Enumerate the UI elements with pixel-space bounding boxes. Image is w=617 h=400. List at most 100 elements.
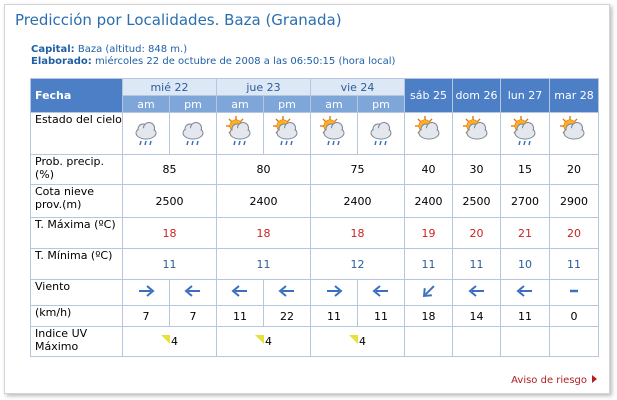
icon <box>372 285 388 297</box>
row-label: T. Máxima (ºC) <box>30 217 123 249</box>
sky-cell <box>263 112 311 155</box>
value-cell: 18 <box>216 217 311 249</box>
value-cell: 40 <box>404 154 453 185</box>
icon <box>560 116 585 140</box>
sky-cell <box>310 112 358 155</box>
value-cell: 11 <box>452 248 501 280</box>
day-cell: jue 23 <box>216 78 311 96</box>
row-label: Prob. precip. (%) <box>30 154 123 185</box>
value-cell: 20 <box>452 217 501 249</box>
value-cell: 18 <box>404 305 453 327</box>
icon <box>135 122 157 146</box>
row: T. Máxima (ºC) 18 18 18 19 20 21 20 <box>30 217 599 249</box>
row: Prob. precip. (%) 85 80 75 40 30 15 20 <box>30 154 599 185</box>
icon <box>349 335 358 344</box>
icon <box>184 285 200 297</box>
icon <box>161 335 170 344</box>
value-cell: 12 <box>310 248 405 280</box>
period-cell: am <box>122 95 170 113</box>
header-row: Fecha mié 22 jue 23 vie 24 sáb 25 dom 26 lun 2… <box>30 78 599 113</box>
icon <box>255 335 264 344</box>
wind-cell <box>310 279 358 306</box>
uv-value: 4 <box>171 335 178 348</box>
title: Predicción por Localidades. Baza (Granad… <box>15 11 342 29</box>
value-cell: 7 <box>122 305 170 327</box>
panel: Predicción por Localidades. Baza (Granad… <box>4 4 610 394</box>
day-cell: sáb 25 <box>404 78 453 113</box>
value-cell: 4 <box>122 326 217 357</box>
wind-cell <box>404 279 453 306</box>
uv-value: 4 <box>359 335 366 348</box>
row-label: Cota nieve prov.(m) <box>30 184 123 218</box>
forecast-table: Fecha mié 22 jue 23 vie 24 sáb 25 dom 26 lun 2… <box>30 78 599 357</box>
value-cell: 10 <box>500 248 550 280</box>
value-cell: 2400 <box>310 184 405 218</box>
value: Baza (altitud: 848 m.) <box>77 44 188 55</box>
header-cell: Fecha <box>30 78 123 113</box>
sky-cell <box>452 112 501 155</box>
value-cell: 2500 <box>452 184 501 218</box>
value-cell: 11 <box>404 248 453 280</box>
sky-cell <box>122 112 170 155</box>
value-cell: 11 <box>500 305 550 327</box>
value-cell: 30 <box>452 154 501 185</box>
sky-cell <box>216 112 264 155</box>
value-cell: 21 <box>500 217 550 249</box>
row-label: Indice UV Máximo <box>30 326 123 357</box>
value-cell: 15 <box>500 154 550 185</box>
elaborado-line: Elaborado: miércoles 22 de octubre de 20… <box>31 56 395 68</box>
value-cell: 11 <box>357 305 405 327</box>
row-label: T. Mínima (ºC) <box>30 248 123 280</box>
wind-cell <box>122 279 170 306</box>
row: Estado del cielo <box>30 112 599 155</box>
value-cell: 11 <box>216 305 264 327</box>
value-cell <box>404 326 453 357</box>
label: Elaborado: <box>31 56 92 67</box>
value-cell <box>500 326 550 357</box>
row: Viento <box>30 279 599 306</box>
icon <box>414 116 439 140</box>
row-label: Viento <box>30 279 123 306</box>
icon <box>370 122 392 146</box>
wind-cell <box>263 279 311 306</box>
value-cell: 2500 <box>122 184 217 218</box>
wind-cell <box>169 279 217 306</box>
row: T. Mínima (ºC) 11 11 12 11 11 10 11 <box>30 248 599 280</box>
day-cell: mié 22 <box>122 78 217 96</box>
value-cell: 7 <box>169 305 217 327</box>
value-cell: 75 <box>310 154 405 185</box>
period-cell: am <box>310 95 358 113</box>
icon <box>570 289 578 293</box>
period-cell: am <box>216 95 264 113</box>
capital-line: Capital: Baza (altitud: 848 m.) <box>31 44 395 56</box>
icon <box>182 122 204 146</box>
icon <box>511 116 536 146</box>
icon <box>422 285 435 298</box>
icon <box>516 285 532 297</box>
icon <box>462 116 487 140</box>
value-cell: 11 <box>216 248 311 280</box>
value-cell: 20 <box>549 154 599 185</box>
value-cell: 2900 <box>549 184 599 218</box>
wind-cell <box>549 279 599 306</box>
value-cell <box>452 326 501 357</box>
value-cell: 18 <box>122 217 217 249</box>
wind-cell <box>500 279 550 306</box>
sky-cell <box>404 112 453 155</box>
sky-cell <box>500 112 550 155</box>
row-label: (km/h) <box>30 305 123 327</box>
icon <box>320 116 345 146</box>
icon <box>139 285 155 297</box>
row: (km/h) 7 7 11 22 11 11 18 14 11 0 <box>30 305 599 327</box>
value-cell: 22 <box>263 305 311 327</box>
value-cell: 11 <box>549 248 599 280</box>
value-cell: 4 <box>216 326 311 357</box>
wind-cell <box>452 279 501 306</box>
sky-cell <box>357 112 405 155</box>
row: Cota nieve prov.(m) 2500 2400 2400 2400 2500 2… <box>30 184 599 218</box>
value-cell: 19 <box>404 217 453 249</box>
risk-link[interactable]: Aviso de riesgo <box>511 375 597 386</box>
value-cell: 2700 <box>500 184 550 218</box>
value-cell: 11 <box>122 248 217 280</box>
value-cell: 20 <box>549 217 599 249</box>
